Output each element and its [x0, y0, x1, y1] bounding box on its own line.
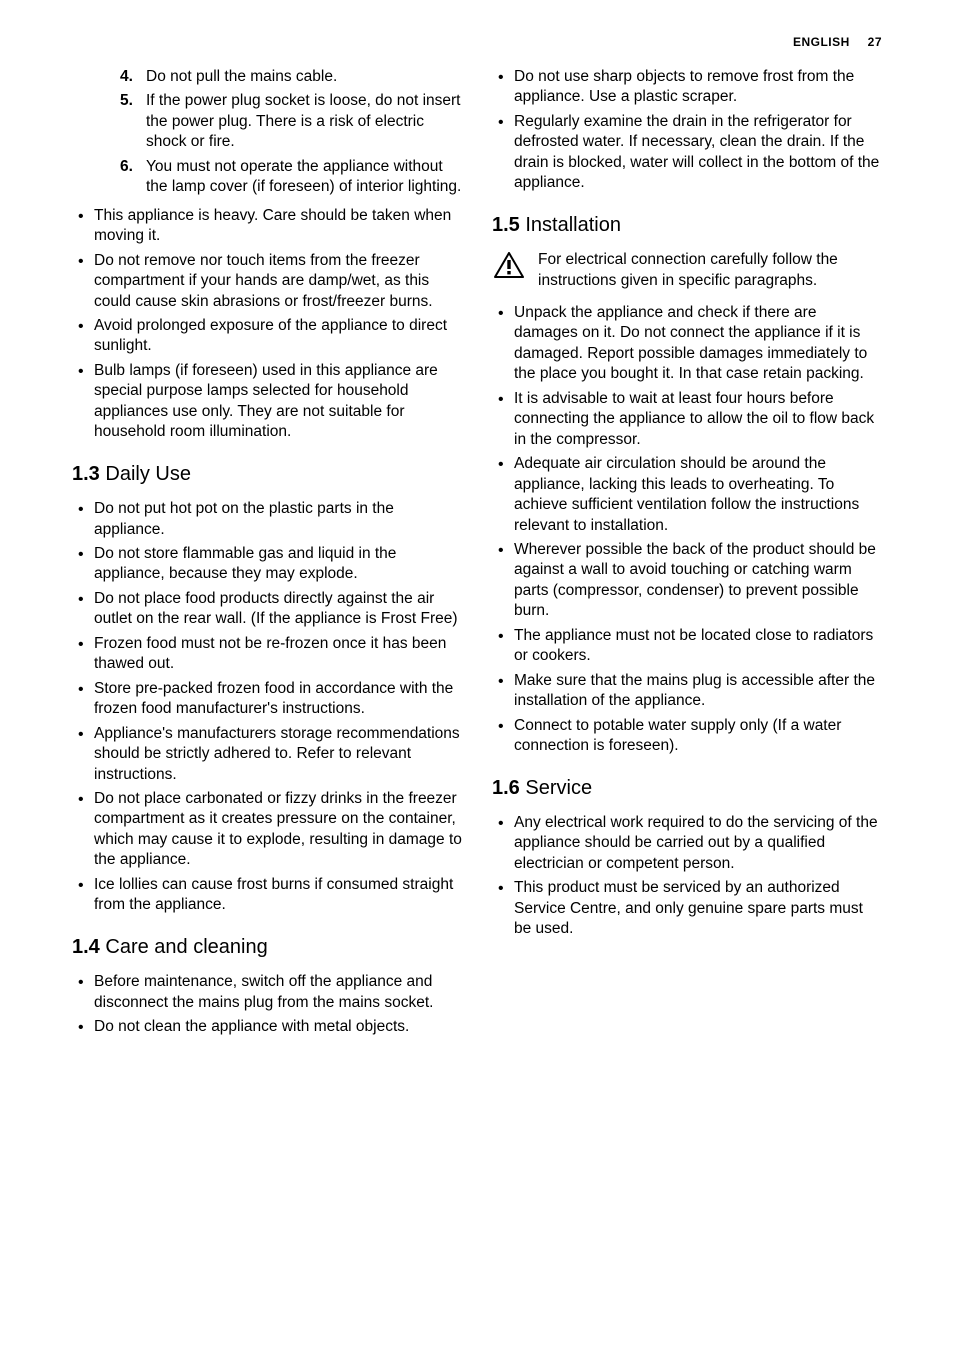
list-item: This product must be serviced by an auth… — [492, 878, 882, 939]
bullet-list: This appliance is heavy. Care should be … — [72, 206, 462, 443]
section-heading-service: 1.6 Service — [492, 775, 882, 801]
list-item: Do not remove nor touch items from the f… — [72, 251, 462, 312]
bullet-list: Do not put hot pot on the plastic parts … — [72, 499, 462, 916]
list-item: 5. If the power plug socket is loose, do … — [120, 91, 462, 152]
list-item: Adequate air circulation should be aroun… — [492, 454, 882, 536]
item-number: 4. — [120, 67, 133, 87]
list-item: Unpack the appliance and check if there … — [492, 303, 882, 385]
warning-text: For electrical connection carefully foll… — [538, 250, 882, 291]
section-heading-care: 1.4 Care and cleaning — [72, 934, 462, 960]
list-item: Do not put hot pot on the plastic parts … — [72, 499, 462, 540]
section-number: 1.3 — [72, 463, 100, 485]
list-item: This appliance is heavy. Care should be … — [72, 206, 462, 247]
list-item: The appliance must not be located close … — [492, 626, 882, 667]
list-item: Before maintenance, switch off the appli… — [72, 972, 462, 1013]
bullet-list: Do not use sharp objects to remove frost… — [492, 67, 882, 194]
item-text: You must not operate the appliance witho… — [146, 158, 461, 195]
list-item: 6. You must not operate the appliance wit… — [120, 157, 462, 198]
item-number: 5. — [120, 91, 133, 111]
page-header: ENGLISH 27 — [72, 35, 882, 49]
section-title: Installation — [525, 214, 621, 236]
list-item: Do not place food products directly agai… — [72, 589, 462, 630]
list-item: Frozen food must not be re-frozen once i… — [72, 634, 462, 675]
list-item: Appliance's manufacturers storage recomm… — [72, 724, 462, 785]
list-item: Do not place carbonated or fizzy drinks … — [72, 789, 462, 871]
section-title: Service — [525, 777, 592, 799]
language-label: ENGLISH — [793, 35, 850, 49]
item-text: Do not pull the mains cable. — [146, 68, 337, 85]
page-number: 27 — [868, 35, 882, 49]
list-item: Ice lollies can cause frost burns if con… — [72, 875, 462, 916]
item-text: If the power plug socket is loose, do no… — [146, 92, 460, 150]
item-number: 6. — [120, 157, 133, 177]
list-item: It is advisable to wait at least four ho… — [492, 389, 882, 450]
bullet-list: Any electrical work required to do the s… — [492, 813, 882, 940]
list-item: Do not clean the appliance with metal ob… — [72, 1017, 462, 1037]
list-item: Do not use sharp objects to remove frost… — [492, 67, 882, 108]
list-item: Any electrical work required to do the s… — [492, 813, 882, 874]
section-number: 1.6 — [492, 777, 520, 799]
list-item: Bulb lamps (if foreseen) used in this ap… — [72, 361, 462, 443]
section-number: 1.4 — [72, 936, 100, 958]
list-item: Regularly examine the drain in the refri… — [492, 112, 882, 194]
list-item: Avoid prolonged exposure of the applianc… — [72, 316, 462, 357]
left-column: 4. Do not pull the mains cable. 5. If the … — [72, 67, 462, 1051]
list-item: Connect to potable water supply only (If… — [492, 716, 882, 757]
content-columns: 4. Do not pull the mains cable. 5. If the … — [72, 67, 882, 1051]
list-item: Make sure that the mains plug is accessi… — [492, 671, 882, 712]
section-title: Daily Use — [105, 463, 191, 485]
section-heading-daily-use: 1.3 Daily Use — [72, 461, 462, 487]
warning-icon — [494, 252, 524, 284]
section-heading-installation: 1.5 Installation — [492, 212, 882, 238]
right-column: Do not use sharp objects to remove frost… — [492, 67, 882, 1051]
list-item: Wherever possible the back of the produc… — [492, 540, 882, 622]
list-item: 4. Do not pull the mains cable. — [120, 67, 462, 87]
list-item: Store pre-packed frozen food in accordan… — [72, 679, 462, 720]
bullet-list: Before maintenance, switch off the appli… — [72, 972, 462, 1037]
section-title: Care and cleaning — [105, 936, 267, 958]
section-number: 1.5 — [492, 214, 520, 236]
list-item: Do not store flammable gas and liquid in… — [72, 544, 462, 585]
warning-box: For electrical connection carefully foll… — [492, 250, 882, 291]
bullet-list: Unpack the appliance and check if there … — [492, 303, 882, 757]
numbered-list: 4. Do not pull the mains cable. 5. If the … — [72, 67, 462, 198]
